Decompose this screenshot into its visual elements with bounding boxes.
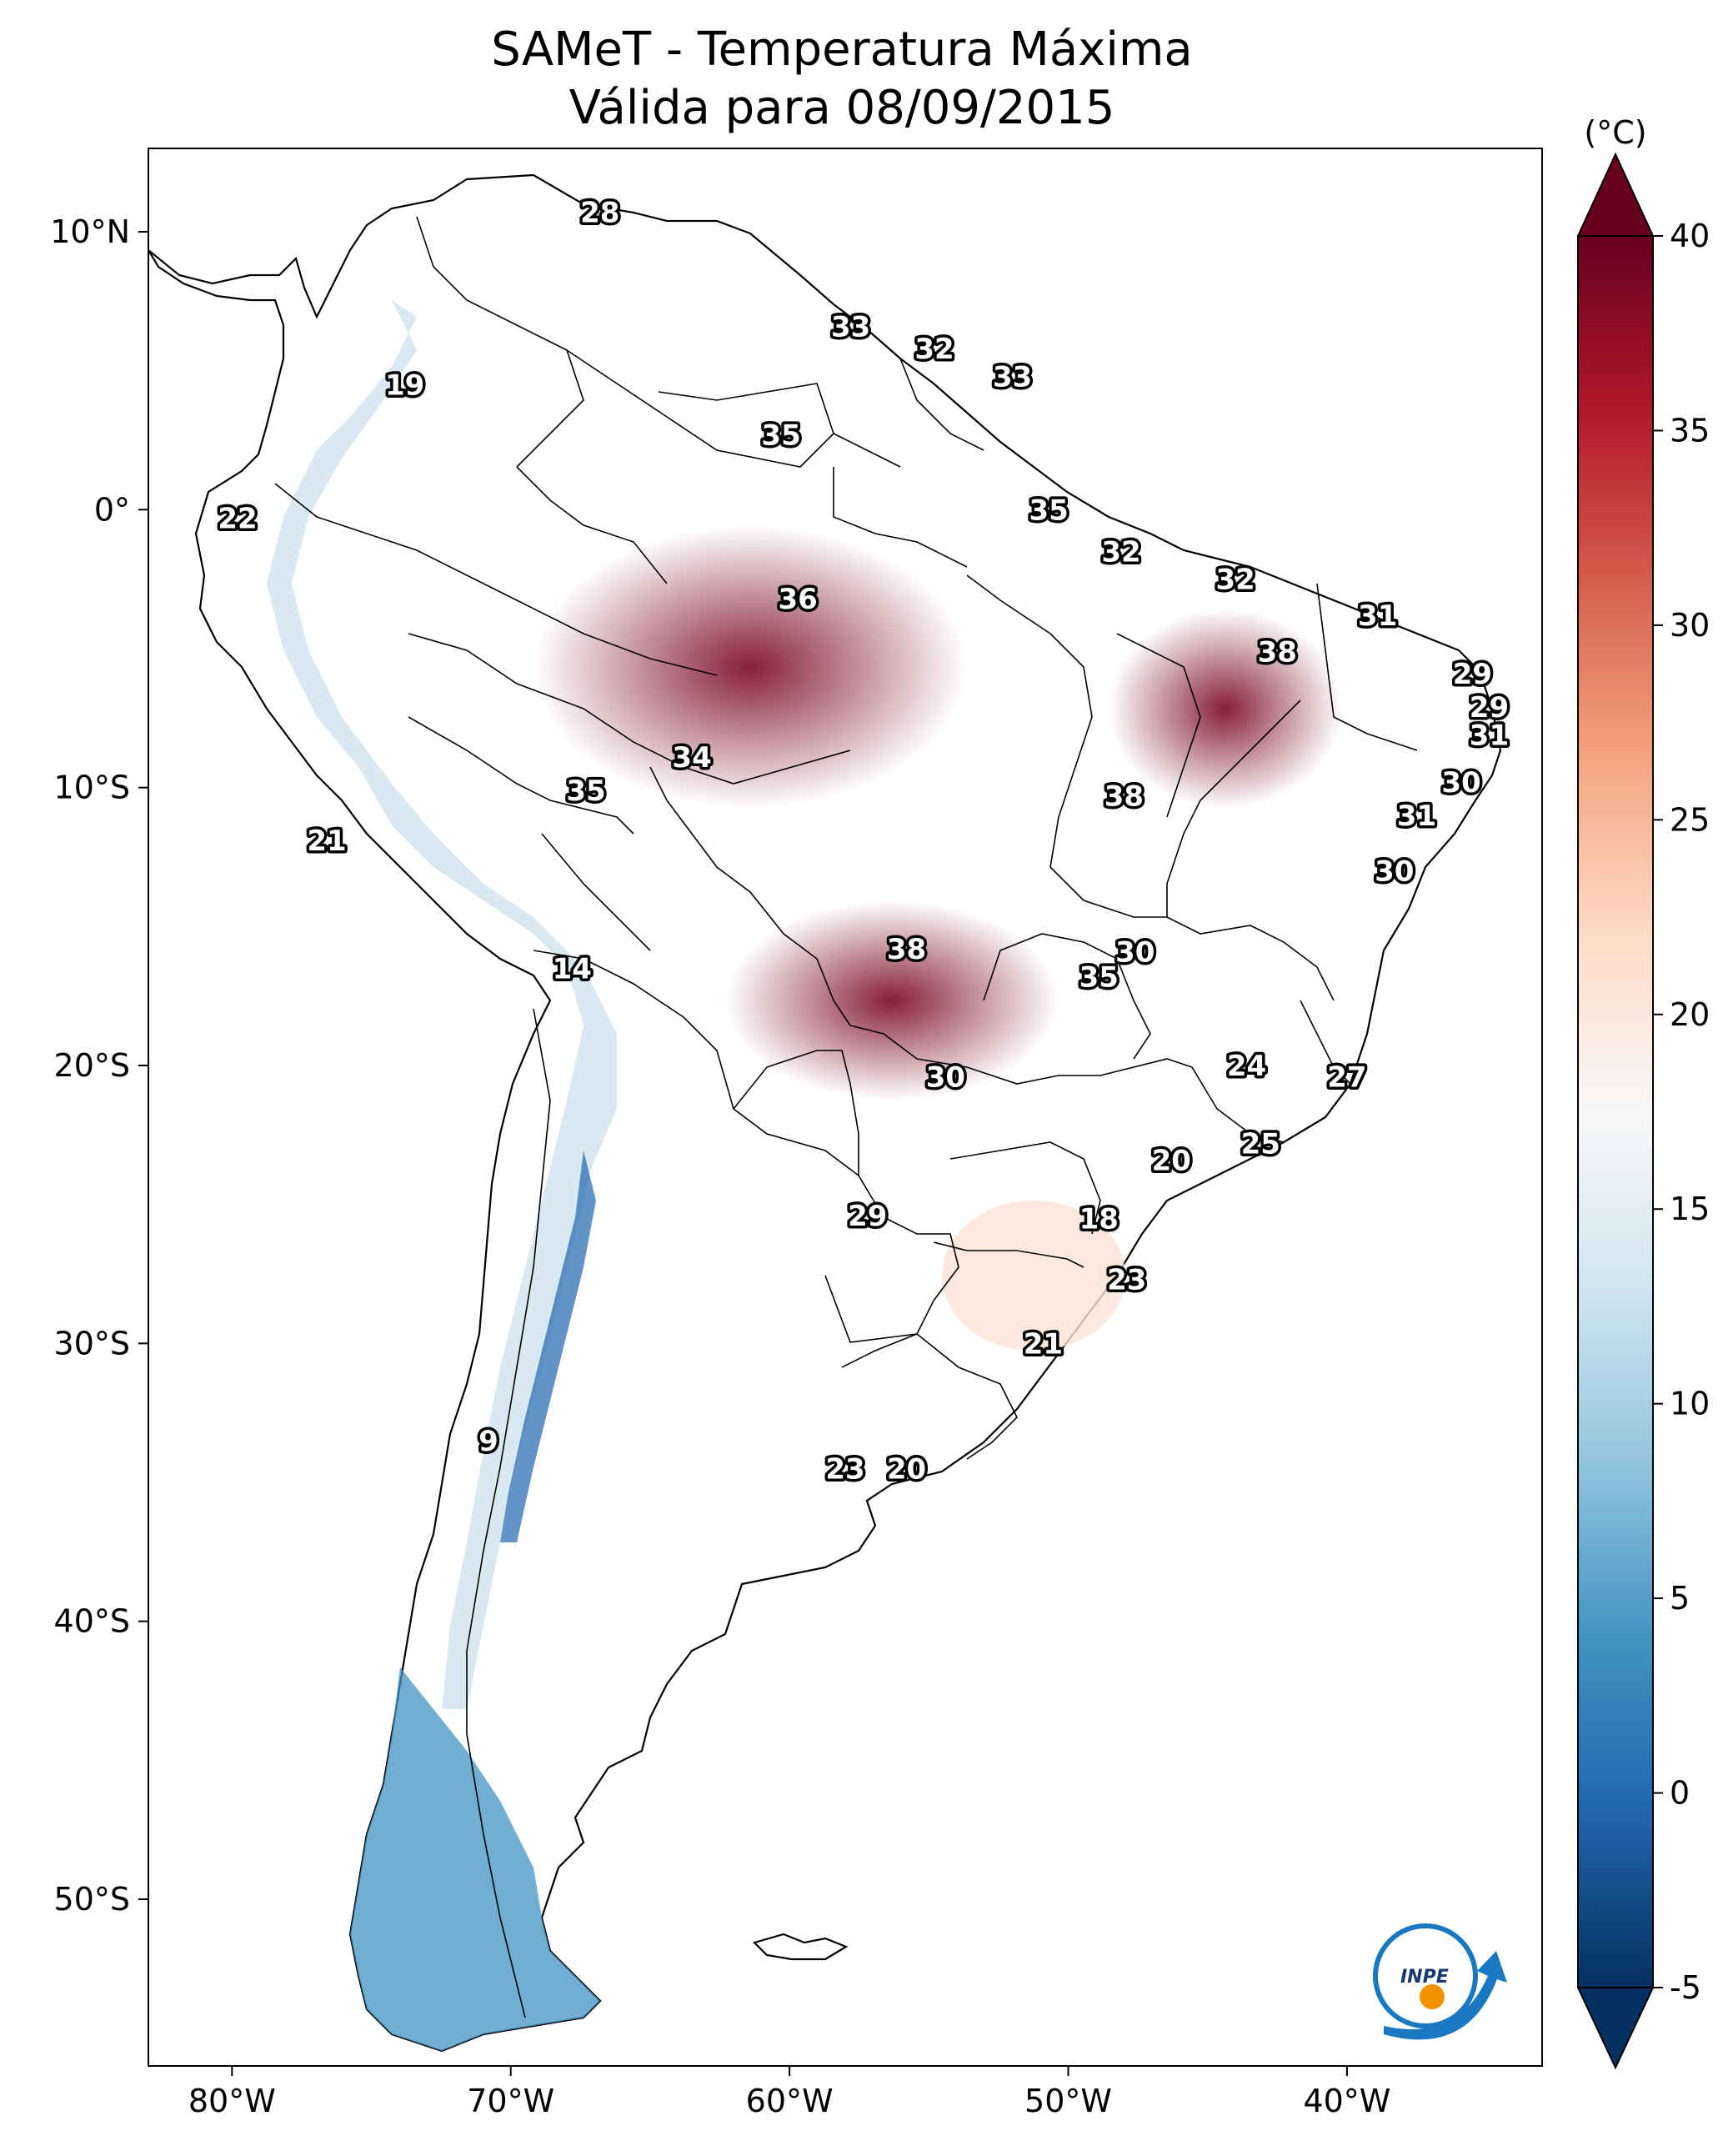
logo-text: INPE <box>1400 1967 1449 1988</box>
patagonia-cold <box>350 1667 600 2051</box>
temperature-label: 33 <box>993 360 1032 394</box>
temperature-label: 27 <box>1327 1060 1366 1094</box>
colorbar-tick-label: 0 <box>1670 1775 1690 1812</box>
temperature-label: 35 <box>1079 960 1119 994</box>
temperature-label: 18 <box>1079 1202 1119 1236</box>
temperature-label: 38 <box>1104 780 1144 814</box>
temperature-label: 38 <box>1258 635 1297 669</box>
y-tick-label: 50°S <box>54 1881 130 1918</box>
y-tick-label: 0° <box>94 491 130 528</box>
y-tick-label: 10°S <box>54 770 130 806</box>
temperature-label: 29 <box>848 1200 887 1233</box>
temperature-label: 20 <box>887 1452 926 1486</box>
y-axis: 10°N 0° 10°S 20°S 30°S 40°S 50°S <box>50 213 148 1918</box>
falkland-islands <box>752 1933 849 1961</box>
colorbar-tick-label: 25 <box>1670 801 1710 838</box>
colorbar-ticks: 40 35 30 25 20 15 10 5 0 -5 <box>1653 218 1710 2006</box>
map-frame <box>148 148 1543 2067</box>
country-borders <box>274 216 1418 2018</box>
temperature-label: 31 <box>1397 800 1436 833</box>
y-tick-label: 10°N <box>50 213 130 250</box>
temperature-label: 33 <box>831 310 870 343</box>
inpe-logo: INPE <box>1373 1923 1507 2040</box>
colorbar-tick-label: -5 <box>1670 1969 1701 2006</box>
colorbar-body <box>1577 235 1654 1988</box>
colorbar-tick-label: 40 <box>1670 218 1710 254</box>
temperature-label: 34 <box>672 741 711 775</box>
temperature-label: 24 <box>1227 1050 1266 1083</box>
y-tick-label: 40°S <box>54 1603 130 1640</box>
y-tick-label: 30°S <box>54 1325 130 1361</box>
hot-region-amazon <box>533 525 967 809</box>
andes-deep-cold <box>500 1151 596 1542</box>
colorbar-bottom-arrow <box>1576 1987 1655 2070</box>
temperature-label: 32 <box>914 333 954 366</box>
temperature-label: 30 <box>1375 855 1414 889</box>
south-america-land <box>148 173 1502 2053</box>
colorbar-top-arrow <box>1576 152 1655 237</box>
map-subtitle: Válida para 08/09/2015 <box>569 81 1115 135</box>
temperature-label: 29 <box>1453 658 1492 691</box>
temperature-label: 31 <box>1470 719 1509 752</box>
y-tick-label: 20°S <box>54 1047 130 1084</box>
colorbar-tick-label: 35 <box>1670 412 1710 449</box>
x-tick-label: 50°W <box>1024 2083 1112 2119</box>
hot-region-central <box>725 900 1059 1101</box>
temperature-label: 9 <box>478 1425 498 1458</box>
temperature-label: 29 <box>1470 691 1509 725</box>
southeast-cool-region <box>942 1201 1125 1351</box>
temperature-label: 23 <box>1107 1264 1146 1297</box>
temperature-label: 30 <box>1115 935 1155 969</box>
x-tick-label: 60°W <box>746 2083 834 2119</box>
temperature-label: 32 <box>1215 564 1255 597</box>
temperature-label: 30 <box>926 1060 965 1094</box>
temperature-label: 21 <box>1024 1327 1063 1361</box>
andes-cold-band <box>267 300 617 1709</box>
x-tick-label: 70°W <box>467 2083 554 2119</box>
map-title: SAMeT - Temperatura Máxima <box>491 23 1193 77</box>
logo-ring-icon <box>1373 1923 1478 2028</box>
temperature-label: 23 <box>825 1452 864 1486</box>
temperature-label: 35 <box>566 775 605 808</box>
logo-arrow-icon <box>1384 1951 1507 2040</box>
temperature-label: 20 <box>1152 1144 1191 1177</box>
x-tick-label: 40°W <box>1303 2083 1390 2119</box>
colorbar-tick-label: 30 <box>1670 607 1710 644</box>
colorbar-tick-label: 20 <box>1670 996 1710 1033</box>
colorbar: (°C) 40 35 30 25 20 15 10 5 0 -5 <box>1576 114 1710 2070</box>
logo-sun-icon <box>1420 1984 1445 2009</box>
colorbar-tick-label: 5 <box>1670 1580 1690 1617</box>
temperature-label: 19 <box>385 369 424 402</box>
colorbar-unit: (°C) <box>1584 114 1646 151</box>
colorbar-tick-label: 15 <box>1670 1191 1710 1227</box>
temperature-label: 32 <box>1101 535 1140 569</box>
colorbar-tick-label: 10 <box>1670 1386 1710 1422</box>
temperature-label: 21 <box>307 825 346 858</box>
temperature-label: 30 <box>1441 766 1480 800</box>
temperature-label: 25 <box>1241 1127 1280 1161</box>
temperature-label: 14 <box>553 952 592 985</box>
temperature-label: 38 <box>887 933 926 966</box>
temperature-label: 22 <box>218 502 257 535</box>
temperature-label: 36 <box>778 583 817 616</box>
x-axis: 80°W 70°W 60°W 50°W 40°W <box>188 2066 1390 2119</box>
temperature-label: 35 <box>1029 494 1068 527</box>
hot-region-northeast <box>1109 609 1342 809</box>
x-tick-label: 80°W <box>188 2083 276 2119</box>
temperature-label: 35 <box>761 419 800 452</box>
temperature-label: 28 <box>580 197 619 230</box>
temperature-label: 31 <box>1358 599 1397 633</box>
